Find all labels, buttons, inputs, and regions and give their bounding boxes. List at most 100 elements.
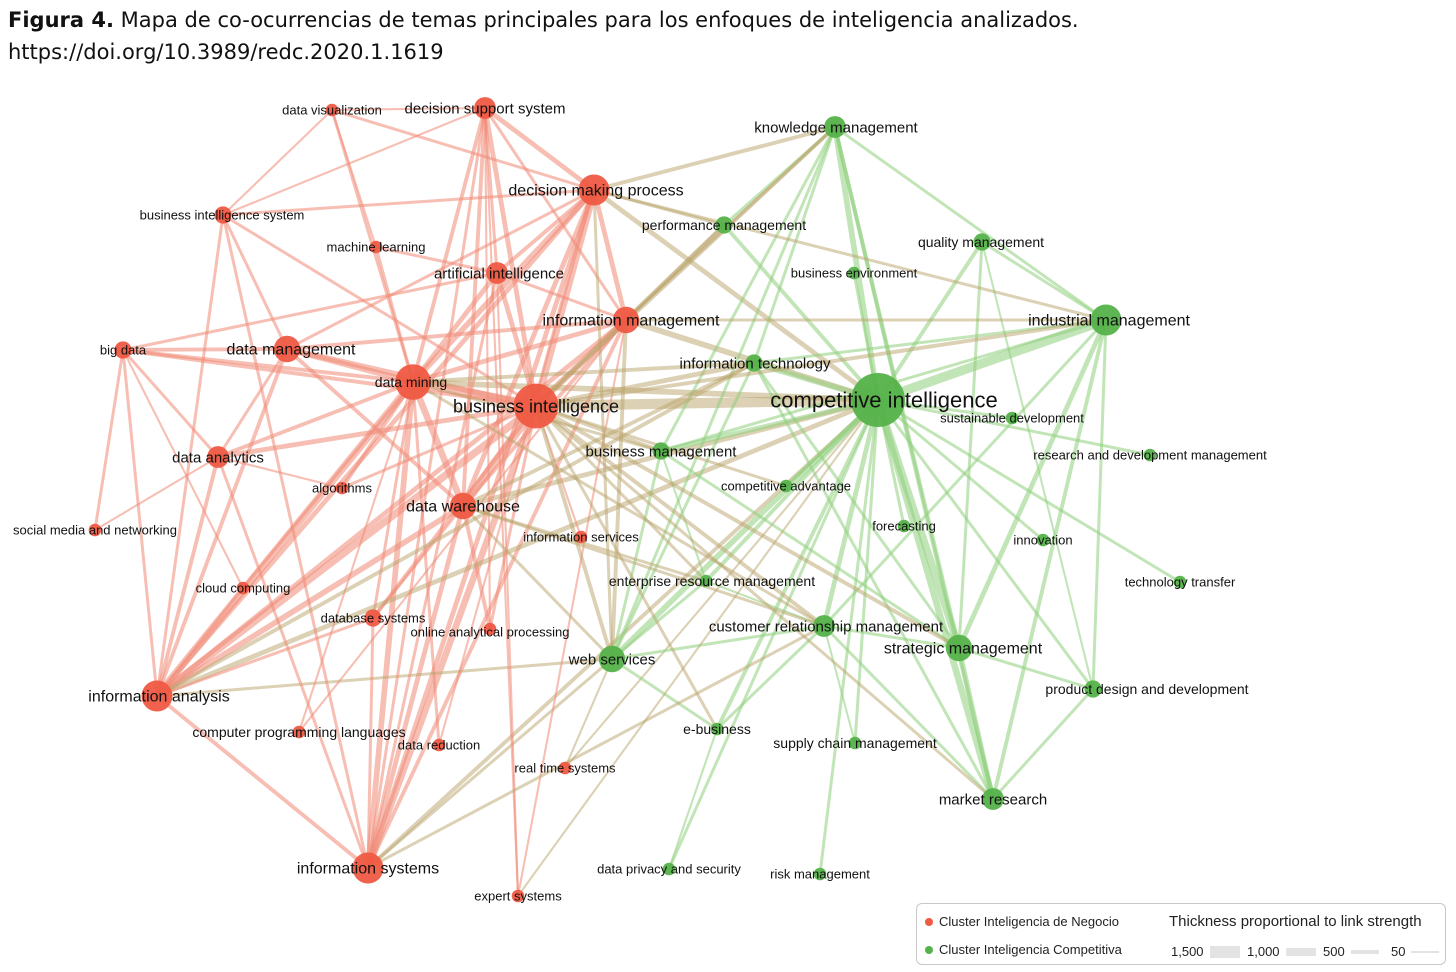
edge-market_research-business_intelligence bbox=[534, 404, 995, 801]
edge-performance_management-information_management bbox=[624, 223, 726, 322]
node-label-information-technology: information technology bbox=[680, 355, 831, 372]
edge-information_analysis-database_systems bbox=[155, 616, 375, 698]
node-decision-making-process bbox=[578, 174, 610, 206]
edge-competitive_intelligence-rd_management bbox=[876, 398, 1152, 457]
legend-thickness-title: Thickness proportional to link strength bbox=[1169, 913, 1422, 930]
node-performance-management bbox=[715, 216, 733, 234]
edge-competitive_intelligence-risk_management bbox=[818, 398, 880, 876]
node-label-expert-systems: expert systems bbox=[474, 889, 562, 904]
edge-web_services-erm bbox=[610, 579, 708, 661]
edge-business_intelligence_system-decision_making_process bbox=[221, 188, 596, 217]
edge-data_mining-information_management bbox=[410, 317, 629, 385]
edge-information_analysis-business_intelligence_system bbox=[155, 213, 225, 698]
legend-red-cluster: Cluster Inteligencia de Negocio bbox=[925, 914, 1119, 929]
caption-line: Figura 4. Mapa de co-ocurrencias de tema… bbox=[8, 4, 1448, 36]
edge-decision_making_process-data_management bbox=[285, 188, 596, 351]
node-forecasting bbox=[897, 519, 911, 533]
figure-label: Figura 4. bbox=[8, 8, 114, 32]
edge-big_data-data_analytics bbox=[121, 348, 220, 459]
edge-business_intelligence_system-decision_support_system bbox=[221, 106, 487, 217]
node-label-risk-management: risk management bbox=[770, 867, 870, 882]
edge-quality_management-product_design bbox=[980, 240, 1095, 691]
edge-competitive_intelligence-product_design bbox=[876, 398, 1095, 691]
edge-information_systems-data_analytics bbox=[216, 455, 370, 870]
node-technology-transfer bbox=[1173, 575, 1187, 589]
edge-web_services-business_intelligence bbox=[534, 404, 614, 661]
node-label-decision-support-system: decision support system bbox=[405, 100, 566, 117]
edge-data_mining-data_management bbox=[284, 346, 416, 385]
edge-industrial_management-decision_making_process bbox=[592, 188, 1108, 322]
edge-e_business-data_privacy bbox=[667, 727, 719, 871]
edge-competitive_intelligence-supply_chain bbox=[853, 398, 880, 745]
edge-crm-supply_chain bbox=[822, 624, 857, 745]
edge-competitive_intelligence-industrial_management bbox=[873, 315, 1111, 405]
node-label-data-management: data management bbox=[227, 342, 357, 359]
edge-data_mining-database_systems bbox=[371, 380, 415, 620]
node-computer-programming bbox=[292, 725, 306, 739]
edge-knowledge_management-information_technology bbox=[752, 125, 837, 365]
edge-business_intelligence-competitive_intelligence bbox=[530, 394, 884, 412]
edge-data_mining-data_reduction bbox=[411, 380, 441, 747]
edge-data_warehouse-decision_making_process bbox=[460, 187, 597, 509]
edge-erm-business_intelligence bbox=[534, 404, 708, 583]
node-label-data-privacy: data privacy and security bbox=[597, 862, 741, 877]
edge-information_technology-data_mining bbox=[411, 361, 756, 384]
node-information-management bbox=[612, 306, 640, 334]
edge-industrial_management-knowledge_management bbox=[833, 125, 1108, 322]
legend-red-cluster-label: Cluster Inteligencia de Negocio bbox=[939, 914, 1119, 929]
thickness-value: 50 bbox=[1391, 944, 1406, 959]
node-label-rd-management: research and development management bbox=[1033, 448, 1267, 463]
node-sustainable-development bbox=[1005, 411, 1019, 425]
edge-data_management-business_intelligence_system bbox=[221, 213, 289, 351]
edge-olap-decision_support_system bbox=[483, 106, 492, 631]
edge-web_services-information_technology bbox=[610, 361, 756, 661]
edge-data_warehouse-olap bbox=[461, 504, 492, 631]
edge-decision_support_system-information_management bbox=[483, 106, 628, 322]
edge-competitive_intelligence-performance_management bbox=[722, 223, 880, 402]
node-label-decision-making-process: decision making process bbox=[508, 183, 683, 200]
edge-web_services-crm bbox=[610, 624, 826, 661]
edge-e_business-business_intelligence bbox=[534, 404, 719, 731]
edge-data_mining-big_data bbox=[121, 348, 415, 384]
node-label-innovation: innovation bbox=[1013, 533, 1072, 548]
edge-knowledge_management-web_services bbox=[610, 125, 837, 661]
edge-strategic_management-quality_management bbox=[957, 240, 984, 650]
node-label-computer-programming: computer programming languages bbox=[192, 724, 405, 740]
edge-market_research-knowledge_management bbox=[833, 125, 995, 801]
node-label-crm: customer relationship management bbox=[709, 618, 944, 635]
edge-competitive_intelligence-market_research bbox=[874, 396, 997, 803]
node-label-data-analytics: data analytics bbox=[172, 449, 264, 466]
edge-strategic_management-business_intelligence bbox=[534, 404, 961, 650]
node-industrial-management bbox=[1090, 304, 1122, 336]
edge-expert_systems-competitive_intelligence bbox=[516, 398, 880, 898]
node-competitive-intelligence bbox=[851, 373, 905, 427]
node-olap bbox=[483, 622, 497, 636]
edge-information_analysis-competitive_intelligence bbox=[154, 397, 881, 699]
edge-business_intelligence_system-data_visualization bbox=[221, 108, 334, 217]
edge-strategic_management-information_technology bbox=[752, 361, 961, 650]
node-quality-management bbox=[973, 233, 991, 251]
network-labels: data visualization decision support syste… bbox=[13, 100, 1267, 903]
edge-information_management-information_analysis bbox=[154, 317, 629, 699]
node-artificial-intelligence bbox=[486, 262, 508, 284]
node-information-services bbox=[574, 530, 588, 544]
edge-machine_learning-data_visualization bbox=[330, 108, 378, 249]
edge-decision_making_process-data_visualization bbox=[330, 108, 596, 192]
node-label-data-warehouse: data warehouse bbox=[406, 499, 520, 516]
node-label-machine-learning: machine learning bbox=[326, 240, 425, 255]
node-label-cloud-computing: cloud computing bbox=[196, 581, 291, 596]
edge-business_management-erm bbox=[659, 449, 708, 583]
figure-caption: Figura 4. Mapa de co-ocurrencias de tema… bbox=[8, 4, 1448, 68]
node-label-algorithms: algorithms bbox=[312, 481, 372, 496]
thickness-value: 1,000 bbox=[1247, 944, 1280, 959]
node-data-mining bbox=[395, 364, 431, 400]
edge-web_services-business_management bbox=[610, 449, 663, 661]
node-data-warehouse bbox=[449, 492, 477, 520]
node-data-privacy bbox=[662, 862, 676, 876]
edge-decision_making_process-information_management bbox=[591, 187, 629, 323]
edge-data_warehouse-information_systems bbox=[365, 503, 466, 871]
edge-erm-data_warehouse bbox=[461, 504, 708, 583]
edge-big_data-cloud_computing bbox=[121, 348, 245, 590]
node-data-analytics bbox=[207, 446, 229, 468]
edge-market_research-crm bbox=[822, 624, 995, 801]
